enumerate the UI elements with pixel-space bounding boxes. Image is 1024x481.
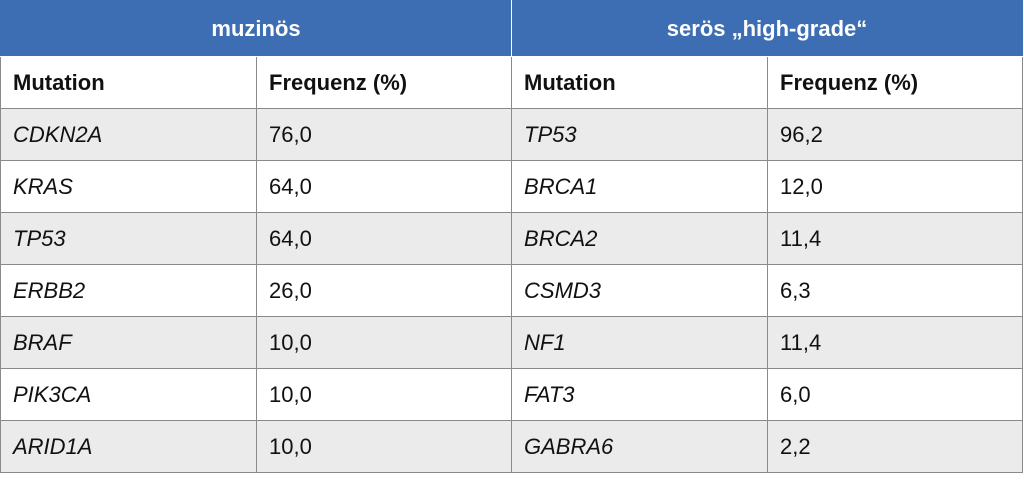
mucinous-frequency-cell: 26,0 [255, 264, 513, 317]
mucinous-frequency-cell: 64,0 [255, 160, 513, 213]
serous-gene-cell: NF1 [511, 316, 769, 369]
group-header-row: muzinös serös „high-grade“ [0, 0, 1024, 57]
serous-gene-cell: GABRA6 [511, 420, 769, 473]
mucinous-frequency-cell: 76,0 [255, 108, 513, 161]
table-row: KRAS 64,0 BRCA1 12,0 [0, 160, 1024, 213]
mucinous-frequency-cell: 10,0 [255, 316, 513, 369]
table-row: BRAF 10,0 NF1 11,4 [0, 316, 1024, 369]
mucinous-gene-cell: PIK3CA [0, 368, 257, 421]
serous-frequency-cell: 12,0 [767, 160, 1024, 213]
table-row: ARID1A 10,0 GABRA6 2,2 [0, 420, 1024, 473]
column-header-mucinous-mutation: Mutation [0, 56, 257, 109]
mucinous-gene-cell: CDKN2A [0, 108, 257, 161]
mucinous-gene-cell: TP53 [0, 212, 257, 265]
serous-gene-cell: BRCA2 [511, 212, 769, 265]
column-header-serous-frequency: Frequenz (%) [767, 56, 1024, 109]
mucinous-frequency-cell: 10,0 [255, 420, 513, 473]
serous-frequency-cell: 11,4 [767, 212, 1024, 265]
table-row: CDKN2A 76,0 TP53 96,2 [0, 108, 1024, 161]
table-row: PIK3CA 10,0 FAT3 6,0 [0, 368, 1024, 421]
column-header-row: Mutation Frequenz (%) Mutation Frequenz … [0, 56, 1024, 109]
group-header-mucinous: muzinös [0, 0, 513, 57]
table-row: TP53 64,0 BRCA2 11,4 [0, 212, 1024, 265]
mucinous-gene-cell: BRAF [0, 316, 257, 369]
mucinous-frequency-cell: 64,0 [255, 212, 513, 265]
serous-frequency-cell: 96,2 [767, 108, 1024, 161]
mucinous-gene-cell: ARID1A [0, 420, 257, 473]
serous-frequency-cell: 11,4 [767, 316, 1024, 369]
column-header-mucinous-frequency: Frequenz (%) [255, 56, 513, 109]
table-row: ERBB2 26,0 CSMD3 6,3 [0, 264, 1024, 317]
group-header-serous: serös „high-grade“ [511, 0, 1024, 57]
serous-gene-cell: CSMD3 [511, 264, 769, 317]
serous-gene-cell: BRCA1 [511, 160, 769, 213]
column-header-serous-mutation: Mutation [511, 56, 769, 109]
mucinous-gene-cell: KRAS [0, 160, 257, 213]
serous-frequency-cell: 2,2 [767, 420, 1024, 473]
serous-frequency-cell: 6,0 [767, 368, 1024, 421]
mucinous-gene-cell: ERBB2 [0, 264, 257, 317]
serous-frequency-cell: 6,3 [767, 264, 1024, 317]
serous-gene-cell: FAT3 [511, 368, 769, 421]
mucinous-frequency-cell: 10,0 [255, 368, 513, 421]
serous-gene-cell: TP53 [511, 108, 769, 161]
